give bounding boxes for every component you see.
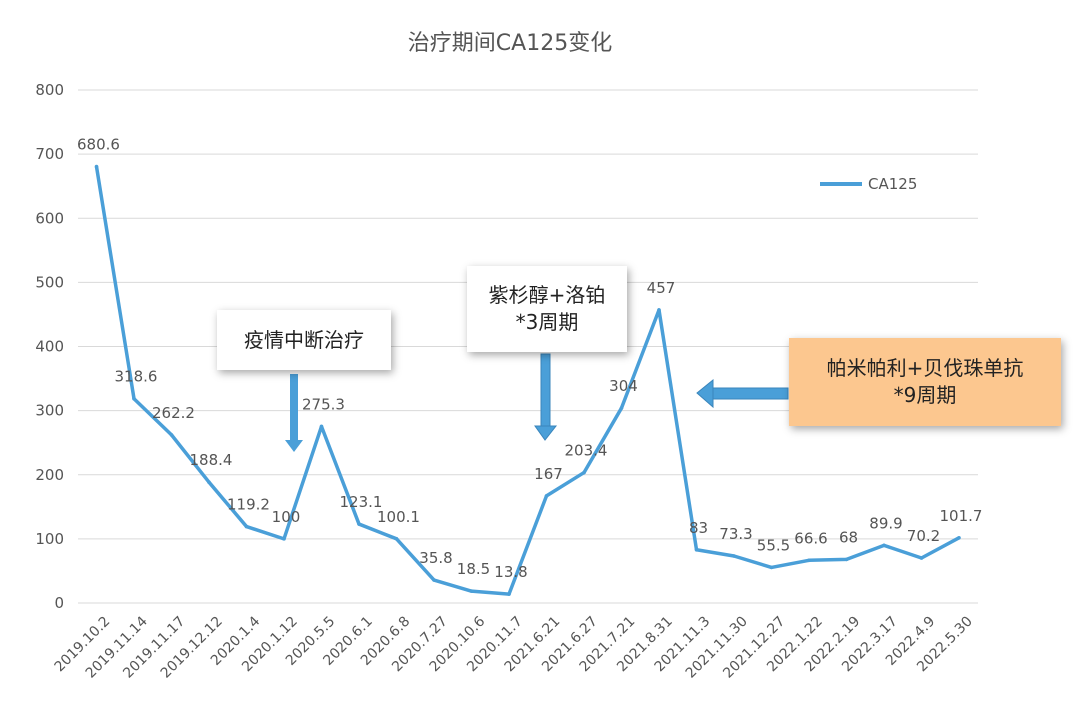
annotation-arrows — [285, 353, 789, 452]
data-point — [432, 578, 436, 582]
y-tick-label: 400 — [35, 338, 64, 356]
data-point — [282, 537, 286, 541]
data-label: 18.5 — [457, 560, 490, 578]
callout-text-line2: *3周期 — [515, 310, 579, 334]
data-point — [957, 535, 961, 540]
data-point — [319, 424, 324, 429]
data-label: 35.8 — [419, 549, 452, 567]
data-label: 101.7 — [940, 507, 983, 525]
y-axis-ticks: 0 100 200 300 400 500 600 700 800 — [35, 81, 64, 612]
y-tick-label: 600 — [35, 209, 64, 227]
y-tick-label: 300 — [35, 402, 64, 420]
data-label: 73.3 — [719, 525, 752, 543]
data-label: 83 — [689, 519, 708, 537]
callout-text: 疫情中断治疗 — [244, 327, 364, 352]
data-point — [507, 592, 511, 596]
data-point — [882, 543, 886, 548]
data-point — [769, 565, 774, 570]
legend: CA125 — [820, 175, 917, 193]
data-label: 70.2 — [907, 527, 940, 545]
left-arrow-icon — [696, 378, 789, 409]
x-axis-ticks: 2019.10.22019.11.142019.11.172019.12.122… — [52, 613, 976, 681]
callout-text-line2: *9周期 — [893, 383, 957, 407]
callout-chemo-regimen: 紫杉醇+洛铂 *3周期 — [467, 266, 627, 352]
data-point — [732, 554, 736, 558]
down-arrow-icon — [534, 353, 558, 441]
data-point — [694, 547, 699, 552]
data-label: 262.2 — [152, 404, 195, 422]
data-point — [469, 589, 474, 593]
data-point — [807, 558, 811, 563]
data-label: 275.3 — [302, 395, 345, 413]
data-point — [207, 480, 211, 484]
data-point — [132, 396, 136, 401]
data-point — [94, 164, 99, 169]
y-tick-label: 500 — [35, 273, 64, 291]
series-line — [94, 166, 960, 596]
data-point — [244, 524, 249, 529]
data-label: 318.6 — [115, 368, 158, 386]
data-label: 55.5 — [757, 536, 790, 554]
down-arrow-icon — [285, 374, 303, 452]
data-point — [357, 522, 361, 526]
data-label: 100.1 — [377, 508, 420, 526]
data-label: 457 — [647, 279, 676, 297]
data-label: 680.6 — [77, 136, 120, 154]
data-label: 188.4 — [190, 451, 233, 469]
callout-treatment-interruption: 疫情中断治疗 — [217, 310, 391, 370]
series-ca125 — [94, 164, 961, 596]
data-label: 167 — [534, 465, 563, 483]
data-label: 304 — [609, 377, 638, 395]
data-point — [919, 556, 924, 560]
data-labels: 680.6318.6262.2188.4119.2100275.3123.110… — [77, 136, 982, 582]
callout-text-line1: 紫杉醇+洛铂 — [488, 283, 606, 307]
data-point — [844, 557, 849, 562]
y-tick-label: 0 — [54, 594, 64, 612]
data-point — [169, 433, 174, 437]
chart-title: 治疗期间CA125变化 — [408, 31, 612, 56]
data-point — [394, 537, 399, 541]
legend-label: CA125 — [868, 175, 917, 193]
y-tick-label: 700 — [35, 145, 64, 163]
y-tick-label: 100 — [35, 530, 64, 548]
data-label: 119.2 — [227, 496, 270, 514]
data-label: 89.9 — [869, 514, 902, 532]
callout-text-line1: 帕米帕利+贝伐珠单抗 — [826, 356, 1024, 380]
data-label: 100 — [272, 508, 301, 526]
data-point — [619, 406, 624, 410]
callout-maintenance-regimen: 帕米帕利+贝伐珠单抗 *9周期 — [789, 338, 1061, 426]
data-label: 123.1 — [340, 493, 383, 511]
data-label: 13.8 — [494, 563, 527, 581]
data-label: 203.4 — [565, 442, 608, 460]
data-point — [657, 308, 661, 312]
y-tick-label: 200 — [35, 466, 64, 484]
data-label: 66.6 — [794, 529, 827, 547]
data-point — [544, 494, 549, 498]
y-tick-label: 800 — [35, 81, 64, 99]
data-point — [582, 470, 586, 475]
data-label: 68 — [839, 528, 858, 546]
